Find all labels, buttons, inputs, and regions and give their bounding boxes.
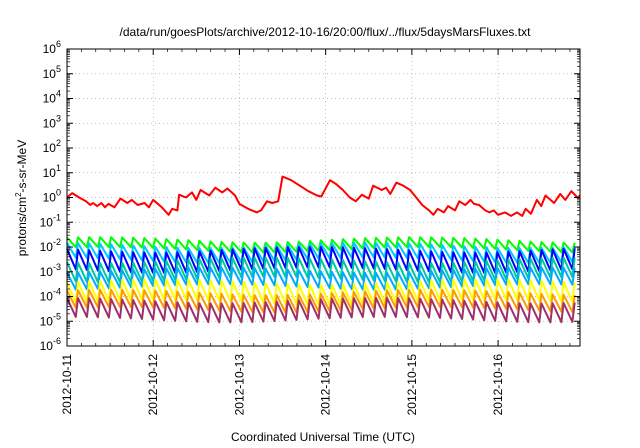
x-tick-label: 2012-10-12 (146, 354, 160, 416)
x-axis: 2012-10-11 2012-10-12 2012-10-13 2012-10-14… (60, 49, 571, 416)
y-tick-exp: -2 (53, 237, 61, 247)
y-tick-label: 10-6 (40, 336, 61, 353)
x-tick-label: 2012-10-15 (405, 354, 419, 416)
y-tick-base: 10 (40, 339, 54, 353)
series-line (66, 278, 576, 307)
x-axis-label: Coordinated Universal Time (UTC) (231, 430, 415, 444)
y-tick-base: 10 (40, 314, 54, 328)
y-tick-label: 105 (43, 64, 61, 81)
series-line (66, 266, 576, 291)
y-tick-label: 104 (43, 89, 61, 106)
x-tick-label: 2012-10-13 (232, 354, 246, 416)
y-tick-exp: -1 (53, 212, 61, 222)
y-tick-label: 10-2 (40, 237, 61, 254)
y-tick-base: 10 (43, 166, 57, 180)
y-tick-label: 10-3 (40, 262, 61, 279)
y-tick-label: 101 (43, 163, 61, 180)
y-tick-base: 10 (43, 42, 57, 56)
y-tick-exp: 6 (56, 39, 61, 49)
x-tick-label: 2012-10-16 (491, 354, 505, 416)
y-tick-base: 10 (43, 116, 57, 130)
y-axis-label: protons/cm2-s-sr-MeV (14, 140, 29, 256)
plot-series (66, 175, 581, 324)
series-line (66, 296, 576, 324)
series-line (66, 175, 581, 217)
y-tick-base: 10 (43, 141, 57, 155)
y-tick-exp: -5 (53, 311, 61, 321)
y-tick-base: 10 (40, 265, 54, 279)
y-tick-label: 10-5 (40, 311, 61, 328)
y-tick-label: 106 (43, 39, 61, 56)
y-tick-label: 10-4 (40, 287, 61, 304)
y-tick-exp: 3 (56, 113, 61, 123)
y-axis: 10-610-510-410-310-210-11001011021031041… (40, 39, 580, 353)
y-tick-label: 100 (43, 188, 61, 205)
y-tick-base: 10 (43, 92, 57, 106)
x-tick-label: 2012-10-11 (60, 354, 74, 415)
series-line (66, 241, 576, 264)
y-tick-base: 10 (40, 215, 54, 229)
y-tick-label: 10-1 (40, 212, 61, 229)
y-tick-exp: 5 (56, 64, 61, 74)
y-tick-exp: 1 (56, 163, 61, 173)
y-label-sup: 2 (14, 192, 23, 197)
y-tick-base: 10 (43, 191, 57, 205)
y-tick-exp: -3 (53, 262, 61, 272)
chart-title: /data/run/goesPlots/archive/2012-10-16/2… (120, 25, 532, 39)
y-tick-base: 10 (40, 290, 54, 304)
y-tick-base: 10 (43, 67, 57, 81)
y-tick-exp: -4 (53, 287, 61, 297)
y-tick-exp: 2 (56, 138, 61, 148)
series-line (66, 288, 576, 314)
y-label-rest: -s-sr-MeV (15, 140, 29, 193)
y-tick-base: 10 (40, 240, 54, 254)
y-tick-label: 103 (43, 113, 61, 130)
y-tick-label: 102 (43, 138, 61, 155)
x-tick-label: 2012-10-14 (319, 354, 333, 416)
y-label-base: protons/cm (15, 197, 29, 256)
y-tick-exp: -6 (53, 336, 61, 346)
y-tick-exp: 4 (56, 89, 61, 99)
series-line (66, 236, 576, 254)
y-tick-exp: 0 (56, 188, 61, 198)
